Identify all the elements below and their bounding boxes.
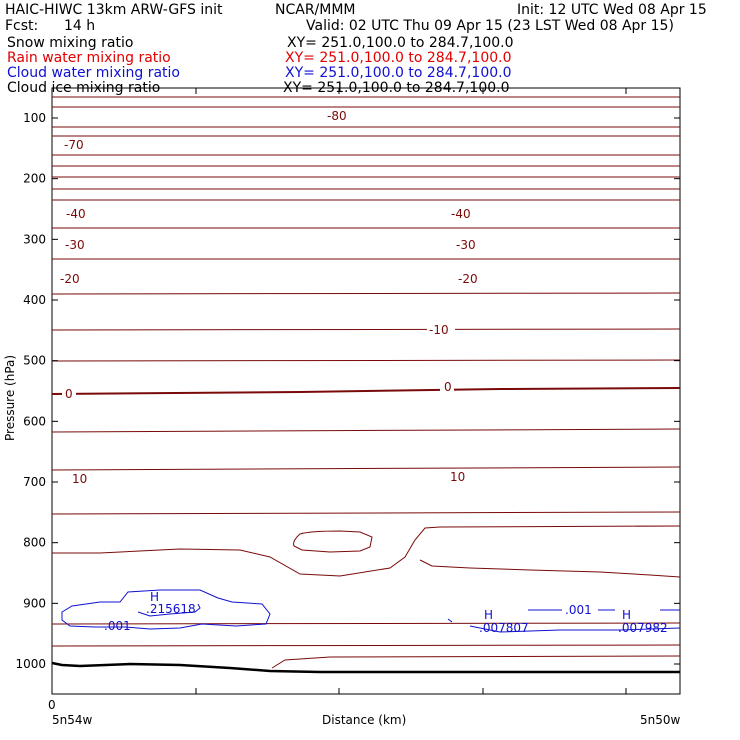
contour-label: -20 xyxy=(458,272,478,286)
init-time: Init: 12 UTC Wed 08 Apr 15 xyxy=(517,2,707,18)
x-axis xyxy=(195,88,627,694)
cloud-water-high-value: .007807 xyxy=(479,621,529,635)
y-tick-label: 300 xyxy=(23,232,46,246)
x-axis-title: Distance (km) xyxy=(322,713,406,727)
y-axis-title: Pressure (hPa) xyxy=(3,355,17,441)
cloud-water-contour-label: .001 xyxy=(104,619,131,633)
isotherm xyxy=(51,466,681,471)
isotherm xyxy=(51,359,681,362)
isotherm xyxy=(419,559,681,578)
y-tick-label: 900 xyxy=(23,596,46,610)
cloud-water-contour xyxy=(447,618,453,623)
cloud-water-contour xyxy=(61,589,271,630)
cloud-water-contours xyxy=(61,589,681,633)
isotherm xyxy=(52,525,681,577)
cloud-water-contour xyxy=(469,625,681,633)
contour-label: -40 xyxy=(451,207,471,221)
cloud-water-high-value: .007982 xyxy=(618,621,668,635)
y-tick-label: 600 xyxy=(23,414,46,428)
legend-xy-cloud-water: XY= 251.0,100.0 to 284.7,100.0 xyxy=(285,65,512,81)
legend-xy-rain: XY= 251.0,100.0 to 284.7,100.0 xyxy=(285,50,512,66)
cloud-water-high-marker: H xyxy=(150,590,159,604)
organization-label: NCAR/MMM xyxy=(275,2,356,18)
cloud-water-contour xyxy=(137,603,201,617)
legend-xy-snow: XY= 251.0,100.0 to 284.7,100.0 xyxy=(287,35,514,51)
cloud-water-high-marker: H xyxy=(484,608,493,622)
contour-label: 10 xyxy=(72,472,87,486)
isotherm xyxy=(51,328,681,331)
terrain-line xyxy=(51,661,680,674)
contour-label: -30 xyxy=(456,238,476,252)
contour-label: 0 xyxy=(444,380,452,394)
isotherm xyxy=(271,655,681,669)
temperature-contours xyxy=(51,96,681,669)
isotherm xyxy=(51,292,681,295)
contour-label: 0 xyxy=(65,387,73,401)
plot-frame xyxy=(51,87,681,695)
forecast-label: Fcst: xyxy=(5,18,39,34)
y-tick-label: 500 xyxy=(23,354,46,368)
y-tick-label: 400 xyxy=(23,293,46,307)
cloud-water-high-marker: H xyxy=(622,608,631,622)
valid-time: Valid: 02 UTC Thu 09 Apr 15 (23 LST Wed … xyxy=(306,18,674,34)
y-tick-label: 100 xyxy=(23,111,46,125)
isotherm xyxy=(51,511,681,515)
isotherm xyxy=(51,622,681,625)
y-tick-label: 200 xyxy=(23,172,46,186)
x-end-label-right: 5n50w xyxy=(640,713,681,727)
x-end-label-left: 5n54w xyxy=(52,713,93,727)
contour-label: -30 xyxy=(65,238,85,252)
legend-name-rain: Rain water mixing ratio xyxy=(7,50,171,66)
isotherm xyxy=(51,644,681,647)
legend-name-snow: Snow mixing ratio xyxy=(7,35,134,51)
chart-title: HAIC-HIWC 13km ARW-GFS init xyxy=(5,2,223,18)
contour-label: -80 xyxy=(327,109,347,123)
contour-label: -40 xyxy=(66,207,86,221)
isotherm xyxy=(51,428,681,433)
contour-label: 10 xyxy=(450,470,465,484)
isotherm-closed xyxy=(293,530,373,553)
y-tick-label: 700 xyxy=(23,475,46,489)
cloud-water-high-value: .215618 xyxy=(146,602,196,616)
contour-label: -70 xyxy=(64,138,84,152)
legend-name-cloud-water: Cloud water mixing ratio xyxy=(7,65,180,81)
cloud-water-contour-label: .001 xyxy=(565,603,592,617)
contour-label: -10 xyxy=(429,323,449,337)
forecast-value: 14 h xyxy=(64,18,96,34)
isotherm-zero xyxy=(51,387,681,395)
y-tick-label: 1000 xyxy=(15,657,46,671)
contour-label: -20 xyxy=(60,272,80,286)
y-tick-label: 800 xyxy=(23,536,46,550)
x-tick-label: 0 xyxy=(48,698,56,712)
